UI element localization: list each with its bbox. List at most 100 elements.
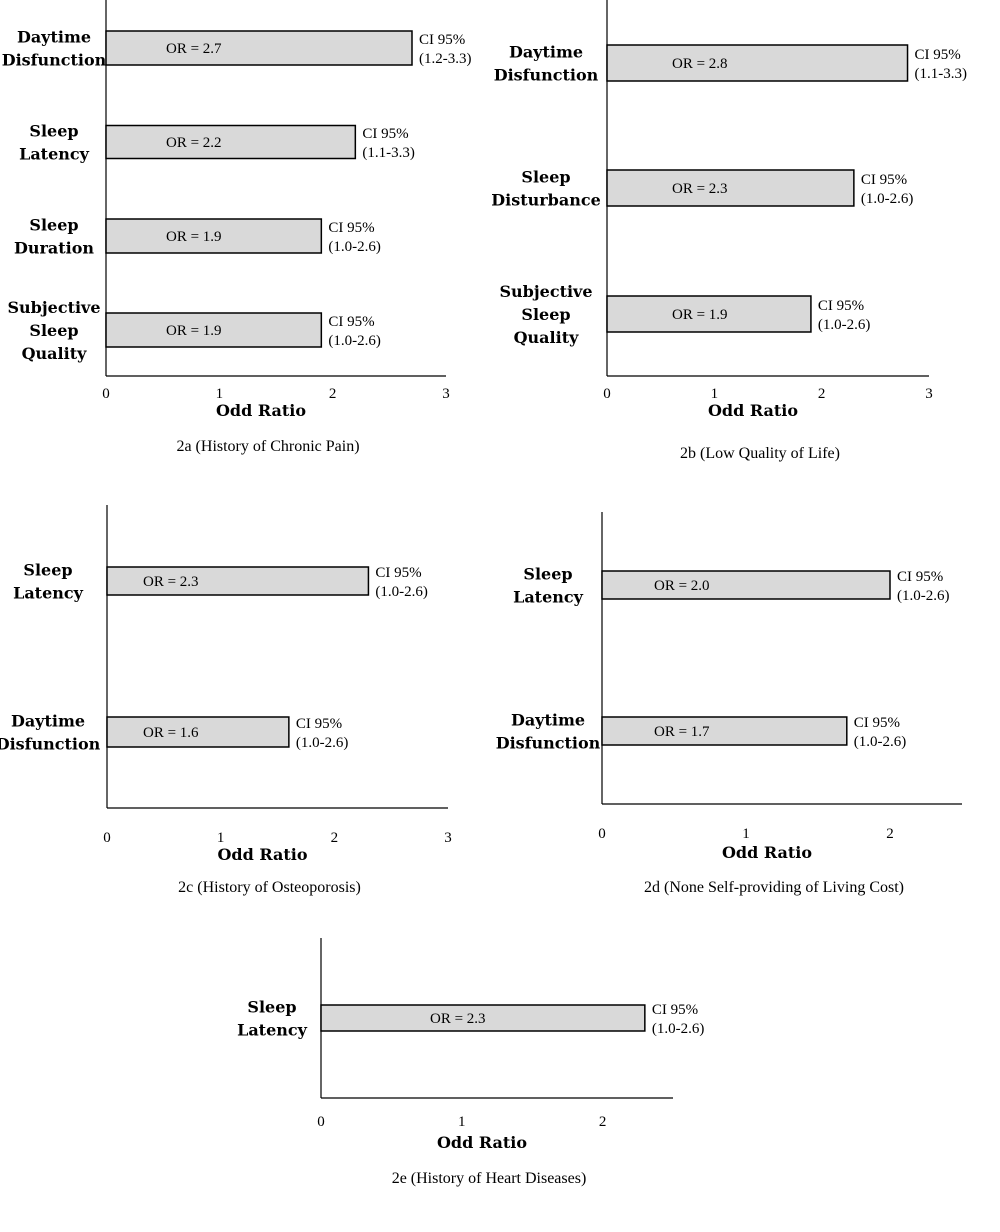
ci-range-label: (1.0-2.6) [818,317,871,333]
bar-value-label: OR = 2.3 [430,1011,486,1027]
x-tick-label: 2 [331,830,339,846]
ci-title-label: CI 95% [854,715,900,731]
bar-value-label: OR = 1.7 [654,724,710,740]
category-label-line: Quality [514,328,579,347]
x-tick-label: 2 [599,1114,607,1130]
x-axis-label: Odd Ratio [217,845,307,864]
ci-range-label: (1.0-2.6) [328,239,381,255]
ci-title-label: CI 95% [818,298,864,314]
bar-value-label: OR = 2.8 [672,56,728,72]
ci-title-label: CI 95% [296,716,342,732]
x-tick-label: 0 [603,386,611,402]
ci-range-label: (1.0-2.6) [375,584,428,600]
panel-caption: 2a (History of Chronic Pain) [176,438,359,455]
category-label-line: Sleep [521,168,570,187]
panel-caption: 2e (History of Heart Diseases) [392,1170,587,1187]
ci-title-label: CI 95% [915,47,961,63]
x-tick-label: 2 [818,386,826,402]
ci-title-label: CI 95% [419,32,465,48]
bar [606,44,909,82]
x-tick-label: 3 [925,386,933,402]
category-label-line: Disfunction [0,735,101,754]
bar-value-label: OR = 1.9 [672,307,728,323]
bar [106,566,370,596]
category-label-line: Disfunction [2,51,107,70]
x-axis-label: Odd Ratio [216,401,306,420]
bar-value-label: OR = 1.9 [166,323,222,339]
bar [105,30,413,66]
category-label-line: Subjective [499,282,592,301]
x-tick-label: 1 [742,826,750,842]
chart-panel-4: 0 1 2 Odd Ratio 2d (None Self-providing of L… [496,512,962,896]
x-tick-label: 3 [442,386,450,402]
bar-value-label: OR = 2.7 [166,41,222,57]
category-label-line: Sleep [523,565,572,584]
x-tick-label: 1 [217,830,225,846]
panel-caption: 2b (Low Quality of Life) [680,445,840,462]
category-label: Daytime Disfunction [2,28,107,70]
category-label-line: Latency [13,584,84,603]
ci-range-label: (1.0-2.6) [897,588,950,604]
ci-title-label: CI 95% [861,172,907,188]
bar [601,570,891,600]
category-label-line: Daytime [511,711,585,730]
bar [105,124,357,160]
x-axis-label: Odd Ratio [437,1133,527,1152]
chart-panel-1: 0 1 2 3 Odd Ratio 2a (History of Chronic Pain… [2,0,472,455]
category-label: Daytime Disfunction [496,711,601,753]
x-tick-label: 1 [711,386,719,402]
ci-range-label: (1.0-2.6) [328,333,381,349]
ci-range-label: (1.0-2.6) [296,735,349,751]
ci-range-label: (1.0-2.6) [652,1021,705,1037]
category-label: Sleep Disturbance [491,168,601,210]
bar [606,169,855,207]
bar-value-label: OR = 2.0 [654,578,710,594]
bar [106,716,290,748]
category-label-line: Sleep [23,561,72,580]
ci-title-label: CI 95% [652,1002,698,1018]
category-label-line: Sleep [29,321,78,340]
category-label-line: Disturbance [491,191,601,210]
bar-value-label: OR = 1.6 [143,725,199,741]
bar-value-label: OR = 1.9 [166,229,222,245]
x-tick-label: 1 [216,386,224,402]
bar [606,295,812,333]
category-label: Subjective Sleep Quality [7,298,100,363]
category-label-line: Disfunction [494,66,599,85]
category-label-line: Daytime [11,712,85,731]
x-tick-label: 1 [458,1114,466,1130]
chart-panel-5: 0 1 2 Odd Ratio 2e (History of Heart Disease… [237,938,704,1187]
ci-title-label: CI 95% [328,220,374,236]
category-label: Sleep Latency [513,565,584,607]
category-label-line: Latency [513,588,584,607]
chart-panel-3: 0 1 2 3 Odd Ratio 2c (History of Osteoporosis… [0,505,452,896]
category-label: Sleep Latency [237,998,308,1040]
ci-range-label: (1.1-3.3) [362,145,415,161]
category-label: Sleep Latency [19,122,90,164]
category-label-line: Sleep [247,998,296,1017]
category-label: Daytime Disfunction [0,712,101,754]
category-label-line: Duration [14,239,94,258]
bar [105,218,323,254]
bar [320,1004,646,1032]
ci-range-label: (1.0-2.6) [861,191,914,207]
ci-range-label: (1.1-3.3) [915,66,968,82]
category-label-line: Latency [19,145,90,164]
category-label-line: Disfunction [496,734,601,753]
panel-caption: 2d (None Self-providing of Living Cost) [644,879,904,896]
x-tick-label: 0 [598,826,606,842]
category-label-line: Daytime [509,43,583,62]
x-tick-label: 0 [103,830,111,846]
chart-panel-2: 0 1 2 3 Odd Ratio 2b (Low Quality of Life) OR … [491,0,967,462]
x-axis-label: Odd Ratio [708,401,798,420]
ci-title-label: CI 95% [897,569,943,585]
ci-range-label: (1.2-3.3) [419,51,472,67]
category-label-line: Sleep [29,216,78,235]
bar-value-label: OR = 2.3 [672,181,728,197]
category-label-line: Latency [237,1021,308,1040]
bar-value-label: OR = 2.2 [166,135,222,151]
x-tick-label: 2 [329,386,337,402]
x-axis-label: Odd Ratio [722,843,812,862]
bar-value-label: OR = 2.3 [143,574,199,590]
